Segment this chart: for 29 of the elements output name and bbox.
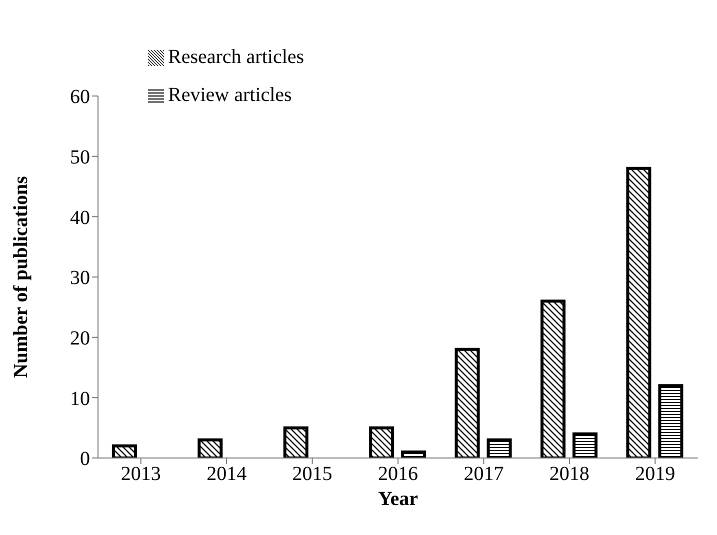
legend-label: Research articles	[168, 46, 304, 68]
y-tick-label: 0	[80, 448, 90, 470]
x-tick-label: 2019	[635, 463, 676, 486]
x-tick-label: 2015	[292, 463, 332, 486]
x-tick-label: 2017	[464, 463, 504, 486]
bar	[369, 426, 394, 458]
bar	[626, 166, 652, 458]
x-tick-label: 2016	[378, 463, 418, 486]
y-axis-title: Number of publications	[10, 176, 32, 378]
bar	[112, 444, 137, 458]
bar	[454, 348, 480, 458]
y-tick-label: 60	[70, 86, 90, 108]
y-tick-label: 20	[70, 327, 90, 350]
x-axis-title: Year	[378, 488, 418, 510]
y-tick-label: 10	[70, 388, 90, 410]
x-tick-label: 2013	[120, 463, 161, 486]
y-tick-label: 30	[70, 267, 90, 290]
bar	[401, 450, 426, 458]
x-tick-label: 2014	[206, 463, 247, 486]
y-tick-label: 40	[70, 206, 90, 229]
bar	[658, 384, 684, 458]
bar	[572, 432, 598, 458]
bar	[486, 438, 512, 458]
x-tick-label: 2018	[549, 463, 590, 486]
legend-label: Review articles	[168, 84, 292, 106]
bar	[540, 300, 566, 458]
bar	[198, 438, 223, 458]
y-tick-label: 50	[70, 146, 90, 168]
bar	[283, 426, 308, 458]
